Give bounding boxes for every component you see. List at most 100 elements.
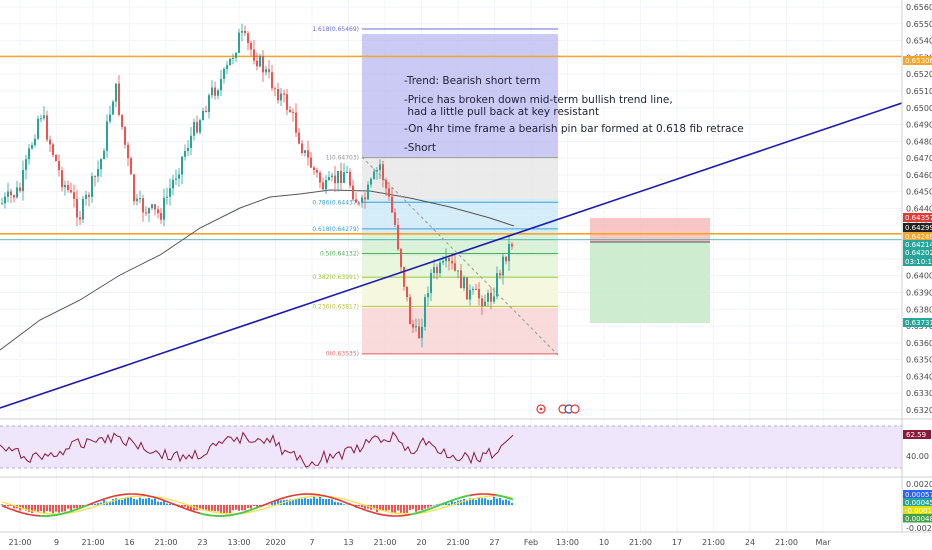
candle-body bbox=[256, 60, 258, 67]
osc-histogram-bar bbox=[49, 505, 51, 512]
candle-body bbox=[118, 83, 120, 115]
candle-body bbox=[157, 209, 159, 214]
candle-body bbox=[334, 175, 336, 184]
osc-histogram-bar bbox=[124, 497, 126, 505]
candle-body bbox=[388, 188, 390, 197]
event-icons[interactable] bbox=[536, 404, 580, 414]
fibonacci-retracement[interactable] bbox=[362, 34, 558, 355]
candle-body bbox=[418, 326, 420, 339]
osc-histogram-bar bbox=[208, 505, 210, 511]
osc-histogram-bar bbox=[148, 497, 150, 505]
horizontal-levels bbox=[0, 55, 902, 243]
event-icon[interactable] bbox=[570, 404, 580, 414]
osc-histogram-bar bbox=[73, 505, 75, 509]
osc-histogram-bar bbox=[79, 505, 81, 508]
candle-body bbox=[481, 298, 483, 307]
candle-body bbox=[271, 72, 273, 89]
time-tick: 21:00 bbox=[154, 538, 177, 547]
take-profit-zone bbox=[590, 242, 710, 323]
osc-histogram-bar bbox=[325, 499, 327, 505]
osc-histogram-bar bbox=[382, 505, 384, 511]
candle-body bbox=[97, 169, 99, 177]
fib-zone-ext bbox=[362, 34, 558, 157]
candle-body bbox=[184, 150, 186, 157]
osc-histogram-bar bbox=[427, 505, 429, 508]
candle-body bbox=[412, 324, 414, 328]
osc-histogram-bar bbox=[10, 505, 12, 507]
osc-histogram-bar bbox=[235, 505, 237, 510]
candle-body bbox=[430, 272, 432, 294]
candle-body bbox=[346, 171, 348, 173]
candle-body bbox=[451, 260, 453, 264]
candle-body bbox=[343, 172, 345, 183]
candle-body bbox=[427, 293, 429, 298]
candle-body bbox=[250, 42, 252, 50]
candle-body bbox=[175, 178, 177, 180]
note-line-5: -Short bbox=[404, 142, 436, 154]
osc-histogram-bar bbox=[292, 499, 294, 505]
osc-histogram-bar bbox=[379, 505, 381, 511]
osc-histogram-bar bbox=[109, 501, 111, 505]
time-tick: 21:00 bbox=[446, 538, 469, 547]
price-tag: 0.64249 bbox=[905, 233, 932, 241]
rsi-tick: 40.00 bbox=[906, 452, 929, 461]
time-tick: 21:00 bbox=[702, 538, 725, 547]
candle-body bbox=[199, 120, 201, 133]
oscillator bbox=[0, 493, 514, 517]
time-tick: 7 bbox=[309, 538, 314, 547]
osc-histogram-bar bbox=[373, 505, 375, 510]
candle-body bbox=[298, 132, 300, 144]
candle-body bbox=[88, 194, 90, 197]
candle-body bbox=[286, 94, 288, 110]
osc-histogram-bar bbox=[43, 505, 45, 514]
candle-body bbox=[130, 158, 132, 175]
candle-body bbox=[22, 169, 24, 192]
osc-histogram-bar bbox=[490, 499, 492, 505]
osc-histogram-bar bbox=[388, 505, 390, 511]
osc-histogram-bar bbox=[37, 505, 39, 512]
osc-histogram-bar bbox=[100, 502, 102, 505]
candle-body bbox=[370, 178, 372, 185]
candle-body bbox=[235, 52, 237, 59]
osc-histogram-bar bbox=[313, 496, 315, 505]
event-icon[interactable] bbox=[539, 407, 543, 411]
candle-body bbox=[460, 270, 462, 289]
osc-histogram-bar bbox=[397, 505, 399, 511]
candle-body bbox=[67, 184, 69, 191]
price-tag-box bbox=[903, 232, 932, 241]
candle-body bbox=[454, 263, 456, 271]
osc-histogram-bar bbox=[184, 505, 186, 507]
candle-body bbox=[43, 115, 45, 119]
osc-histogram-bar bbox=[64, 505, 66, 512]
osc-histogram-bar bbox=[112, 499, 114, 505]
candle-body bbox=[217, 90, 219, 96]
osc-histogram-bar bbox=[190, 505, 192, 510]
time-tick: 13:00 bbox=[227, 538, 250, 547]
osc-tag: 0.00057 bbox=[905, 491, 932, 499]
trade-position-box[interactable] bbox=[590, 218, 710, 323]
bullish-trend-line[interactable] bbox=[0, 102, 903, 409]
osc-histogram-bar bbox=[226, 505, 228, 513]
candle-body bbox=[310, 157, 312, 168]
osc-histogram-bar bbox=[250, 505, 252, 509]
candle-body bbox=[109, 114, 111, 122]
candle-body bbox=[463, 277, 465, 289]
time-tick: 21:00 bbox=[81, 538, 104, 547]
osc-histogram-bar bbox=[340, 502, 342, 505]
time-tick: 9 bbox=[54, 538, 59, 547]
rsi-line bbox=[0, 431, 514, 468]
osc-histogram-bar bbox=[508, 500, 510, 505]
osc-histogram-bar bbox=[166, 503, 168, 505]
osc-histogram-bar bbox=[451, 501, 453, 505]
candle-body bbox=[25, 159, 27, 170]
osc-histogram-bar bbox=[238, 505, 240, 511]
candle-body bbox=[154, 204, 156, 210]
rsi-value-tag: 62.59 bbox=[906, 431, 926, 439]
